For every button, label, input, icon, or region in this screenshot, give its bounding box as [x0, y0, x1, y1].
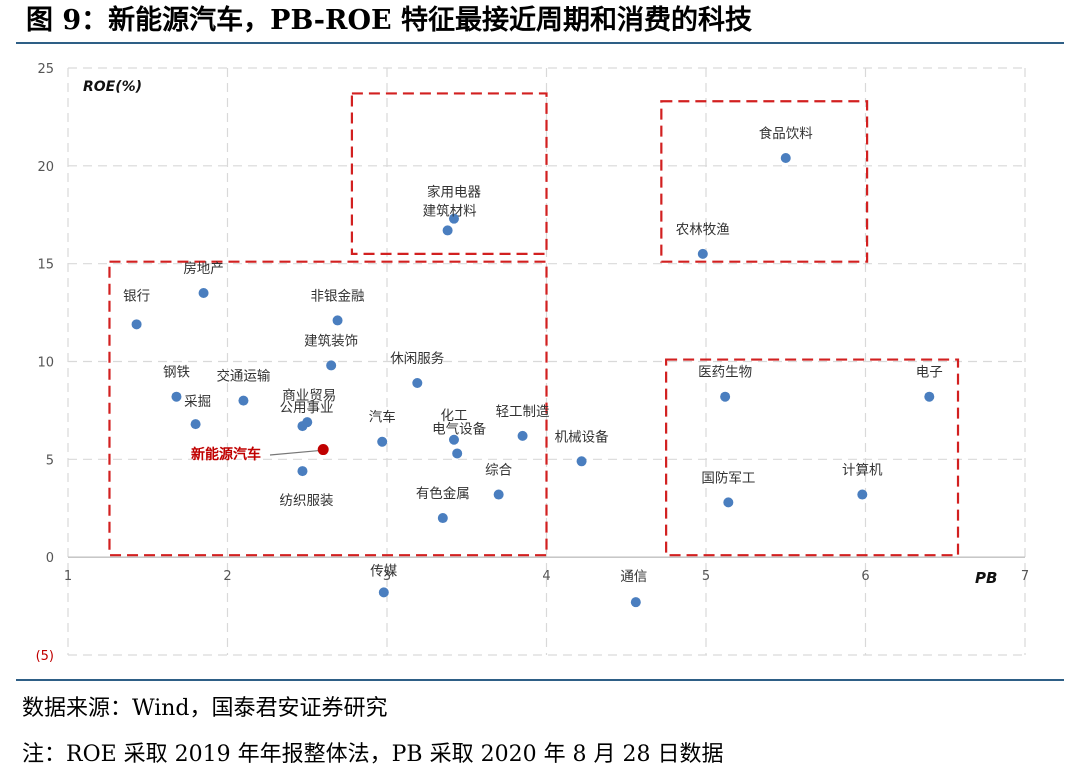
- data-point: [780, 153, 791, 164]
- data-point: [297, 421, 308, 432]
- y-tick-label: (5): [36, 649, 54, 664]
- highlight-box: [108, 260, 548, 557]
- point-label: 钢铁: [163, 365, 190, 381]
- point-label: 家用电器: [427, 184, 481, 201]
- x-tick-label: 4: [542, 569, 550, 584]
- y-tick-label: 20: [37, 160, 54, 175]
- highlight-box: [660, 100, 869, 263]
- footer-divider: [16, 679, 1064, 681]
- y-tick-label: 5: [46, 453, 54, 468]
- point-label: 采掘: [184, 394, 211, 410]
- y-tick-label: 15: [37, 258, 54, 273]
- y-tick-label: 25: [37, 62, 54, 77]
- data-point: [412, 378, 423, 389]
- x-tick-label: 6: [861, 569, 869, 584]
- point-label: 电气设备: [432, 420, 486, 437]
- x-tick-label: 5: [702, 569, 710, 584]
- point-label: 建筑装饰: [304, 333, 358, 349]
- point-label: 银行: [123, 288, 150, 304]
- data-point: [198, 288, 209, 299]
- data-point: [924, 391, 935, 402]
- axis-ticks: 1 2 3 4 5 6 7 (5) 0 5 10 15 20 25: [36, 62, 1030, 664]
- data-point: [171, 391, 182, 402]
- data-point: [131, 319, 142, 330]
- data-point: [378, 587, 389, 598]
- x-axis-title: PB: [975, 569, 997, 587]
- data-point: [377, 436, 388, 447]
- point-label: 纺织服装: [279, 493, 333, 509]
- data-point: [697, 248, 708, 259]
- point-label: 房地产: [183, 261, 224, 277]
- point-label: 汽车: [369, 409, 396, 426]
- data-point: [630, 597, 641, 608]
- highlight-box: [350, 92, 548, 255]
- data-point: [452, 448, 463, 459]
- footnote: 注：ROE 采取 2019 年年报整体法，PB 采取 2020 年 8 月 28…: [22, 742, 724, 767]
- data-point: [448, 213, 459, 224]
- highlight-boxes: [108, 92, 960, 557]
- scatter-chart: 1 2 3 4 5 6 7 (5) 0 5 10 15 20 25 银行 房地产钢铁采掘交通运输商业贸易公用…: [36, 62, 1030, 664]
- data-point: [437, 513, 448, 524]
- data-point: [332, 315, 343, 326]
- data-point: [723, 497, 734, 508]
- data-point: [326, 360, 337, 371]
- title-divider: [16, 42, 1064, 44]
- data-point: [442, 225, 453, 236]
- data-point: [238, 395, 249, 406]
- point-label: 计算机: [842, 463, 883, 479]
- y-axis-title: ROE(%): [83, 79, 142, 95]
- highlight-point: [317, 444, 329, 456]
- point-label: 医药生物: [698, 365, 752, 381]
- point-label: 传媒: [370, 563, 397, 579]
- y-tick-label: 10: [37, 356, 54, 371]
- data-point: [190, 419, 201, 430]
- y-tick-label: 0: [46, 551, 54, 566]
- point-label: 通信: [620, 569, 647, 585]
- highlight-label: 新能源汽车: [191, 446, 261, 463]
- figure-title: 图 9：新能源汽车，PB-ROE 特征最接近周期和消费的科技: [26, 5, 752, 36]
- data-points: [131, 153, 935, 608]
- data-source: 数据来源：Wind，国泰君安证券研究: [22, 696, 388, 721]
- x-tick-label: 7: [1021, 569, 1029, 584]
- point-label: 机械设备: [555, 428, 609, 445]
- point-label: 农林牧渔: [676, 222, 730, 238]
- point-label: 建筑材料: [423, 203, 477, 219]
- data-point: [576, 456, 587, 467]
- data-point: [448, 434, 459, 445]
- point-label: 交通运输: [216, 368, 270, 385]
- point-label: 电子: [916, 365, 943, 381]
- point-label: 公用事业: [279, 400, 333, 416]
- point-label: 综合: [485, 463, 512, 479]
- point-label: 轻工制造: [496, 404, 550, 420]
- point-label: 有色金属: [416, 485, 470, 502]
- point-label: 食品饮料: [759, 125, 813, 142]
- point-label: 非银金融: [311, 288, 365, 304]
- highlight-box: [665, 358, 960, 557]
- data-point: [493, 489, 504, 500]
- x-tick-label: 2: [223, 569, 231, 584]
- point-label: 商业贸易: [282, 388, 336, 404]
- grid-lines: [67, 67, 1026, 656]
- data-point: [720, 391, 731, 402]
- data-point: [857, 489, 868, 500]
- leader-line: [269, 449, 320, 456]
- data-point: [297, 466, 308, 477]
- point-label: 化工: [440, 408, 467, 424]
- x-tick-label: 1: [64, 569, 72, 584]
- data-point: [517, 430, 528, 441]
- point-label: 休闲服务: [390, 351, 444, 367]
- point-label: 国防军工: [701, 470, 755, 486]
- x-tick-label: 3: [383, 569, 391, 584]
